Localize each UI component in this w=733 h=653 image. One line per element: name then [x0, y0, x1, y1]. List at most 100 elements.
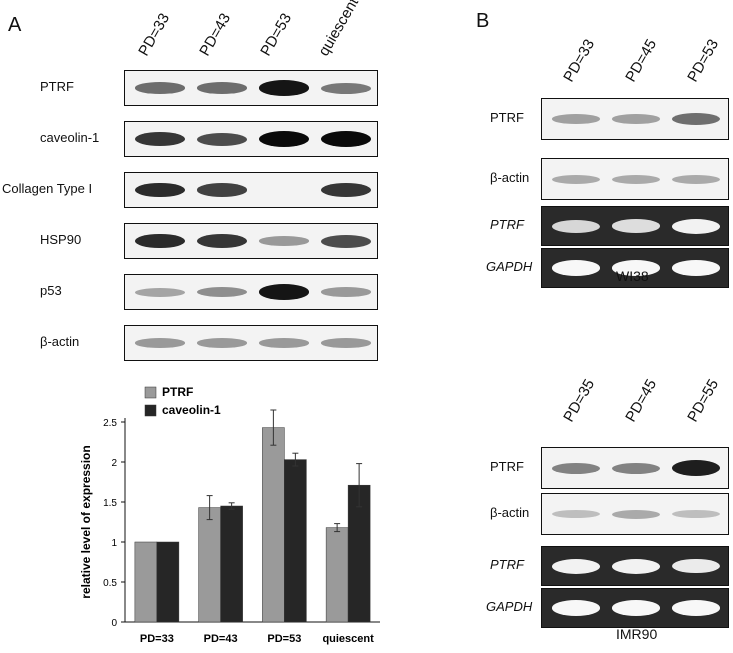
blot-band	[259, 284, 309, 300]
lane-label: PD=33	[560, 36, 599, 85]
blot-band	[612, 114, 660, 124]
blot-band	[612, 462, 660, 474]
x-tick-label: PD=53	[267, 633, 301, 645]
gel-band	[672, 218, 720, 234]
blot-band	[135, 132, 185, 146]
bar-caveolin-1	[156, 541, 180, 623]
gel-band	[612, 260, 660, 276]
blot-band	[672, 510, 720, 518]
y-tick-label: 0.5	[103, 578, 117, 589]
y-tick-label: 0	[111, 618, 117, 629]
lane-label: quiescent	[315, 0, 363, 59]
blot-band	[259, 131, 309, 147]
lane-label: PD=55	[684, 376, 723, 425]
lane-label: PD=45	[622, 376, 661, 425]
blot-band	[197, 338, 247, 348]
bar-PTRF	[262, 427, 285, 623]
expression-bar-chart: 0 0.5 1 1.5 2 2.5 relative level of expression…	[79, 385, 380, 645]
blot-band	[552, 174, 600, 184]
blot-band	[321, 131, 371, 147]
bar-caveolin-1	[284, 459, 307, 623]
lane-label: PD=35	[560, 376, 599, 425]
blot-band	[321, 338, 371, 348]
gel-band	[552, 219, 600, 233]
blot-band	[612, 509, 660, 519]
lane-label: PD=33	[135, 10, 174, 59]
blot-band	[135, 287, 185, 297]
blot-band	[552, 462, 600, 474]
blot-band	[321, 287, 371, 297]
gel-box	[541, 546, 729, 586]
legend-entry: caveolin-1	[162, 403, 221, 417]
blot-box	[124, 121, 378, 157]
bar-PTRF	[198, 507, 221, 623]
bar-caveolin-1	[220, 505, 243, 623]
legend-swatch	[144, 386, 157, 399]
blot-box	[124, 274, 378, 310]
x-tick-label: PD=33	[140, 633, 174, 645]
blot-row-label: caveolin-1	[40, 130, 100, 145]
blot-box	[124, 70, 378, 106]
blot-row-label: PTRF	[490, 110, 524, 125]
gel-band	[672, 600, 720, 616]
panel-b-letter: B	[476, 10, 490, 32]
gel-band	[552, 600, 600, 616]
cell-line-label: WI38	[616, 268, 649, 284]
blot-box	[124, 223, 378, 259]
blot-band	[197, 287, 247, 297]
gel-band	[672, 558, 720, 574]
blot-row-label: PTRF	[490, 217, 524, 232]
y-tick-label: 2	[111, 458, 117, 469]
blot-row-label: PTRF	[490, 459, 524, 474]
blot-box	[124, 325, 378, 361]
gel-box	[541, 248, 729, 288]
blot-band	[672, 460, 720, 476]
gel-band	[612, 600, 660, 616]
gel-band	[672, 260, 720, 276]
blot-band	[321, 82, 371, 94]
blot-band	[259, 236, 309, 246]
blot-band	[672, 113, 720, 125]
blot-box	[541, 158, 729, 200]
blot-band	[321, 183, 371, 197]
y-axis-label: relative level of expression	[79, 445, 93, 598]
gel-box	[541, 206, 729, 246]
blot-band	[259, 80, 309, 96]
blot-band	[197, 82, 247, 94]
lane-label: PD=53	[257, 10, 296, 59]
bar-PTRF	[325, 527, 349, 623]
blot-box	[124, 172, 378, 208]
blot-band	[552, 114, 600, 124]
gel-box	[541, 588, 729, 628]
x-tick-label: quiescent	[322, 633, 374, 645]
blot-row-label: p53	[40, 283, 62, 298]
y-tick-label: 2.5	[103, 418, 117, 429]
lane-label: PD=53	[684, 36, 723, 85]
gel-band	[552, 260, 600, 276]
blot-band	[135, 182, 185, 198]
blot-box	[541, 493, 729, 535]
lane-label: PD=45	[622, 36, 661, 85]
blot-row-label: PTRF	[40, 79, 74, 94]
blot-row-label: PTRF	[490, 557, 524, 572]
blot-band	[552, 510, 600, 518]
gel-band	[612, 558, 660, 574]
blot-band	[197, 183, 247, 197]
x-tick-label: PD=43	[204, 633, 238, 645]
blot-row-label: β-actin	[490, 505, 530, 520]
lane-label: PD=43	[196, 10, 235, 59]
blot-row-label: HSP90	[40, 232, 82, 247]
blot-band	[612, 174, 660, 184]
blot-row-label: Collagen Type I	[2, 181, 93, 196]
blot-band	[197, 132, 247, 146]
bar-PTRF	[134, 541, 158, 623]
cell-line-label: IMR90	[616, 626, 658, 642]
legend-swatch	[144, 404, 157, 417]
blot-band	[135, 82, 185, 94]
y-tick-label: 1.5	[103, 498, 117, 509]
blot-box	[541, 447, 729, 489]
blot-row-label: GAPDH	[486, 599, 533, 614]
y-tick-label: 1	[111, 538, 117, 549]
blot-band	[321, 234, 371, 248]
blot-row-label: β-actin	[40, 334, 80, 349]
